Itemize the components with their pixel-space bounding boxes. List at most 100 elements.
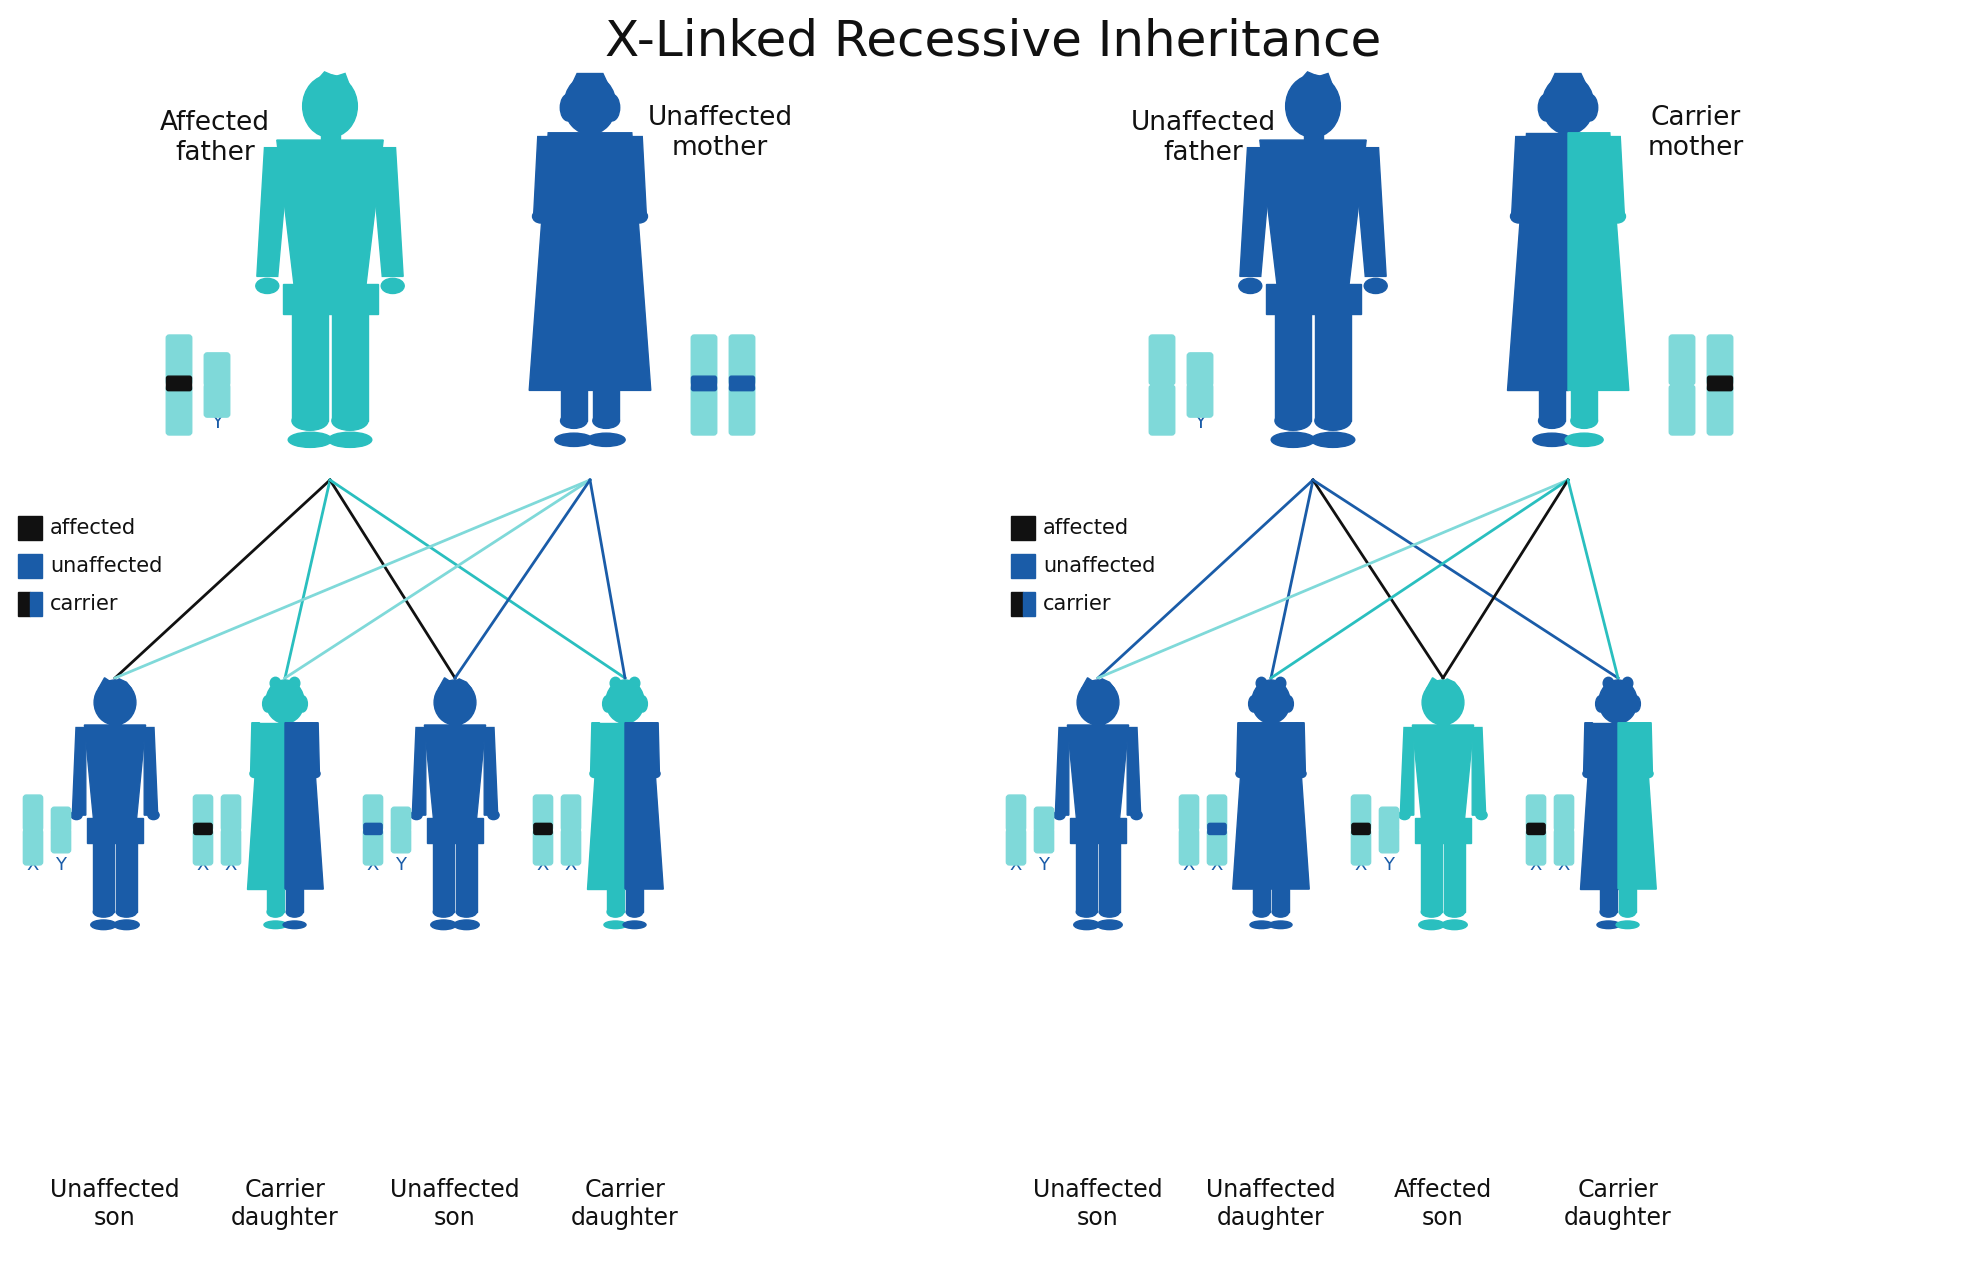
FancyBboxPatch shape — [52, 828, 71, 852]
Polygon shape — [1092, 715, 1104, 725]
Ellipse shape — [453, 920, 479, 930]
Polygon shape — [250, 722, 260, 773]
FancyBboxPatch shape — [729, 335, 755, 385]
FancyBboxPatch shape — [562, 829, 580, 865]
Polygon shape — [1237, 722, 1245, 773]
Ellipse shape — [1283, 696, 1293, 712]
Ellipse shape — [630, 677, 639, 689]
Text: X: X — [1211, 856, 1223, 874]
FancyBboxPatch shape — [24, 829, 42, 865]
Ellipse shape — [250, 770, 258, 777]
Polygon shape — [1426, 678, 1460, 689]
Polygon shape — [433, 843, 453, 912]
Text: X: X — [224, 856, 236, 874]
Polygon shape — [1619, 722, 1656, 889]
FancyBboxPatch shape — [691, 385, 717, 435]
Polygon shape — [1539, 391, 1565, 421]
Polygon shape — [1644, 722, 1652, 773]
Polygon shape — [1436, 715, 1450, 725]
Bar — [18, 516, 42, 541]
Polygon shape — [286, 889, 302, 912]
Text: affected: affected — [1043, 518, 1130, 538]
Ellipse shape — [431, 920, 457, 930]
Polygon shape — [371, 148, 403, 276]
Ellipse shape — [1476, 810, 1488, 819]
Ellipse shape — [256, 279, 278, 294]
Ellipse shape — [270, 677, 280, 689]
Text: X: X — [1557, 856, 1571, 874]
Ellipse shape — [1539, 413, 1565, 429]
Ellipse shape — [604, 921, 628, 929]
Polygon shape — [1265, 284, 1360, 314]
FancyBboxPatch shape — [1035, 808, 1055, 832]
Polygon shape — [425, 725, 487, 818]
Polygon shape — [534, 136, 552, 216]
Ellipse shape — [1239, 279, 1261, 294]
Ellipse shape — [560, 94, 576, 121]
Polygon shape — [1619, 889, 1636, 912]
FancyBboxPatch shape — [729, 385, 755, 435]
Ellipse shape — [554, 434, 594, 446]
FancyBboxPatch shape — [167, 335, 193, 385]
FancyBboxPatch shape — [1350, 829, 1370, 865]
Text: Carrier
mother: Carrier mother — [1648, 106, 1744, 162]
Ellipse shape — [624, 921, 645, 929]
Polygon shape — [292, 314, 328, 421]
Polygon shape — [97, 678, 131, 689]
FancyBboxPatch shape — [1555, 829, 1573, 865]
Text: Unaffected
daughter: Unaffected daughter — [1206, 1178, 1337, 1230]
Text: X: X — [735, 413, 749, 432]
Ellipse shape — [1595, 696, 1605, 712]
Ellipse shape — [1444, 907, 1466, 917]
FancyBboxPatch shape — [220, 795, 240, 831]
Polygon shape — [608, 889, 624, 912]
Text: Unaffected
son: Unaffected son — [1033, 1178, 1164, 1230]
Polygon shape — [628, 136, 645, 216]
Polygon shape — [1444, 843, 1466, 912]
Ellipse shape — [1076, 681, 1118, 725]
Polygon shape — [1259, 140, 1366, 284]
FancyBboxPatch shape — [534, 829, 552, 865]
Polygon shape — [1412, 725, 1474, 818]
Text: Unaffected
son: Unaffected son — [50, 1178, 181, 1230]
Ellipse shape — [433, 907, 453, 917]
Ellipse shape — [1273, 907, 1289, 917]
Ellipse shape — [1398, 810, 1410, 819]
Polygon shape — [83, 725, 145, 818]
FancyBboxPatch shape — [167, 377, 191, 391]
Ellipse shape — [638, 696, 647, 712]
Bar — [1011, 591, 1023, 616]
Ellipse shape — [1565, 434, 1603, 446]
Ellipse shape — [1076, 907, 1096, 917]
Ellipse shape — [286, 907, 302, 917]
Text: X: X — [536, 856, 550, 874]
Polygon shape — [413, 728, 425, 815]
FancyBboxPatch shape — [195, 823, 213, 834]
Text: X: X — [1676, 413, 1688, 432]
FancyBboxPatch shape — [534, 823, 552, 834]
Polygon shape — [87, 818, 143, 843]
Polygon shape — [246, 722, 286, 889]
Polygon shape — [71, 728, 85, 815]
Ellipse shape — [1253, 907, 1269, 917]
Bar — [1011, 555, 1035, 577]
Polygon shape — [1605, 136, 1625, 216]
Ellipse shape — [147, 810, 159, 819]
Polygon shape — [93, 843, 113, 912]
Polygon shape — [314, 73, 350, 84]
Polygon shape — [1472, 728, 1486, 815]
Ellipse shape — [411, 810, 423, 819]
Bar — [18, 591, 30, 616]
Ellipse shape — [71, 810, 81, 819]
Polygon shape — [1354, 148, 1386, 276]
Polygon shape — [276, 140, 383, 284]
Ellipse shape — [1275, 677, 1285, 689]
Polygon shape — [1076, 843, 1096, 912]
Text: Affected
son: Affected son — [1394, 1178, 1491, 1230]
Ellipse shape — [435, 681, 477, 725]
Text: X: X — [1354, 856, 1366, 874]
Polygon shape — [427, 818, 483, 843]
Text: Y: Y — [395, 856, 407, 874]
FancyBboxPatch shape — [691, 335, 717, 385]
Polygon shape — [282, 284, 377, 314]
